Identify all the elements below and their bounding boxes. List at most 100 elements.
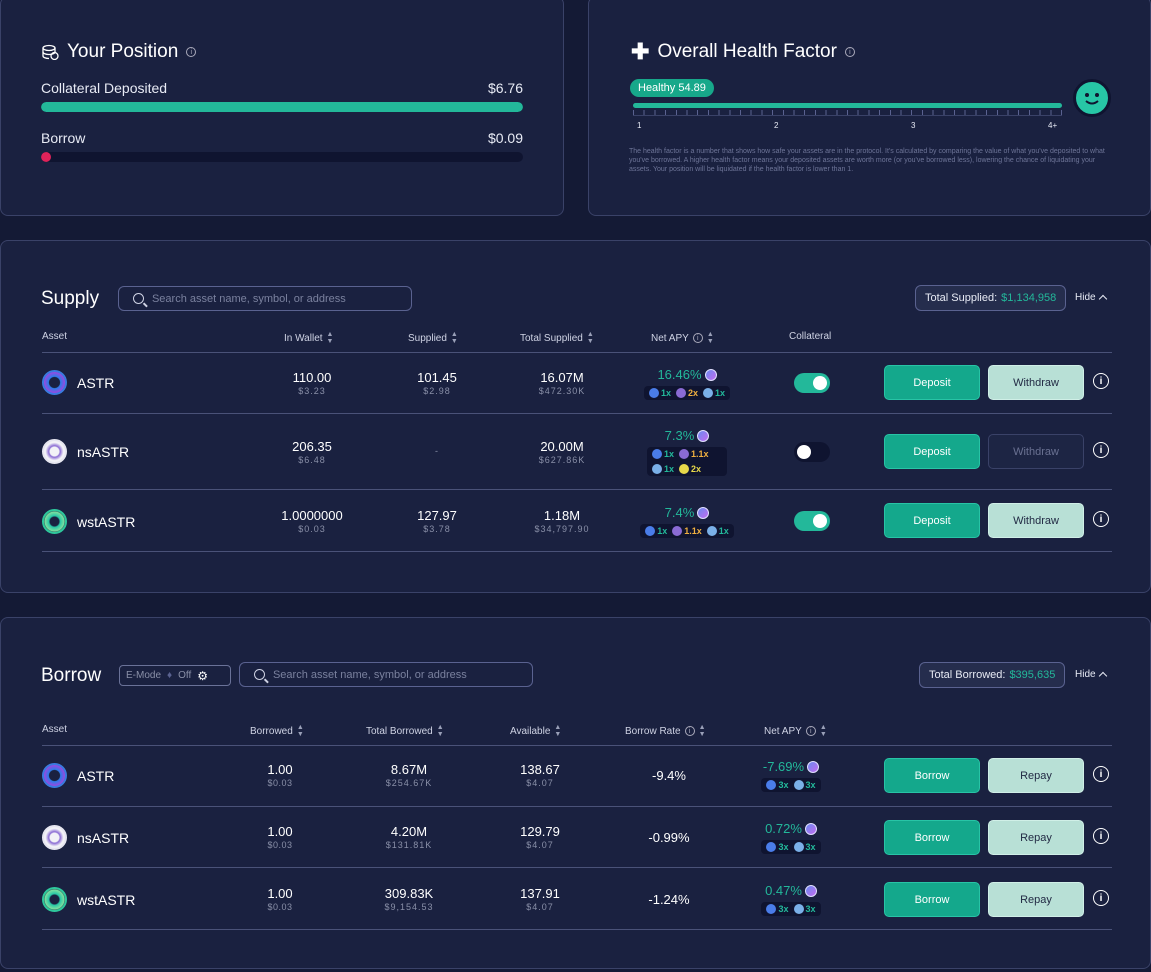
info-icon: i bbox=[692, 333, 703, 343]
withdraw-button[interactable]: Withdraw bbox=[988, 503, 1084, 538]
reward-icon bbox=[697, 506, 710, 519]
tick-1: 1 bbox=[637, 121, 642, 130]
borrow-button[interactable]: Borrow bbox=[884, 758, 980, 793]
borrow-button[interactable]: Borrow bbox=[884, 820, 980, 855]
sort-icon: ▲ ▼ bbox=[706, 331, 714, 345]
asset-name: wstASTR bbox=[77, 513, 136, 530]
wallet-cell: 206.35 $6.48 bbox=[292, 439, 332, 465]
health-status: Healthy bbox=[638, 82, 676, 94]
supplied-cell: 127.97 $3.78 bbox=[417, 508, 457, 534]
coins-icon bbox=[41, 44, 59, 61]
total-supplied-cell: 16.07M $472.30K bbox=[538, 370, 586, 396]
col-supplied[interactable]: Supplied ▲ ▼ bbox=[408, 331, 458, 345]
gear-icon[interactable]: ⚙ bbox=[197, 668, 209, 683]
borrow-rate-cell: -9.4% bbox=[652, 768, 686, 783]
info-icon[interactable]: i bbox=[1093, 828, 1109, 844]
supply-search[interactable] bbox=[118, 286, 412, 311]
repay-button[interactable]: Repay bbox=[988, 758, 1084, 793]
net-apy-cell: 0.47% 3x 3x bbox=[741, 882, 841, 919]
emode-toggle[interactable]: E-Mode ♦ Off ⚙ bbox=[119, 665, 231, 686]
supply-search-input[interactable] bbox=[151, 292, 411, 305]
astr-mini-icon bbox=[648, 388, 659, 398]
repay-button[interactable]: Repay bbox=[988, 820, 1084, 855]
deposit-button[interactable]: Deposit bbox=[884, 434, 980, 469]
sort-icon: ▲ ▼ bbox=[436, 724, 444, 738]
supply-row-nsastr: nsASTR bbox=[42, 439, 129, 464]
asset-name: ASTR bbox=[77, 374, 115, 391]
deposit-button[interactable]: Deposit bbox=[884, 365, 980, 400]
supply-row-wstastr: wstASTR bbox=[42, 509, 135, 534]
col-borrowed[interactable]: Borrowed ▲ ▼ bbox=[250, 724, 304, 738]
astr-mini-icon bbox=[645, 526, 656, 536]
info-icon[interactable]: i bbox=[1093, 442, 1109, 458]
supply-hide-button[interactable]: Hide bbox=[1075, 292, 1107, 304]
borrow-label: Borrow bbox=[41, 130, 86, 146]
divider bbox=[42, 867, 1112, 868]
divider bbox=[42, 745, 1112, 746]
available-cell: 129.79 $4.07 bbox=[520, 824, 560, 850]
astr-mini-icon bbox=[652, 449, 662, 459]
col-available[interactable]: Available ▲ ▼ bbox=[510, 724, 562, 738]
withdraw-button[interactable]: Withdraw bbox=[988, 365, 1084, 400]
repay-button[interactable]: Repay bbox=[988, 882, 1084, 917]
health-bar bbox=[633, 103, 1062, 108]
total-supplied-label: Total Supplied: bbox=[925, 292, 998, 304]
sort-icon: ▲ ▼ bbox=[554, 724, 562, 738]
divider bbox=[42, 352, 1112, 353]
supplied-cell: 101.45 $2.98 bbox=[417, 370, 457, 396]
col-borrow-rate[interactable]: Borrow Rate i ▲ ▼ bbox=[625, 724, 706, 738]
astr-logo-icon bbox=[42, 370, 67, 395]
chevron-up-icon bbox=[1098, 671, 1107, 681]
supply-title: Supply bbox=[41, 288, 100, 309]
borrow-bar-fill bbox=[41, 152, 51, 162]
col-net-apy[interactable]: Net APY i ▲ ▼ bbox=[651, 331, 714, 345]
collateral-value: $6.76 bbox=[487, 80, 523, 96]
borrow-title: Borrow bbox=[41, 665, 102, 686]
multipliers: 3x 3x bbox=[761, 778, 821, 792]
col-in-wallet[interactable]: In Wallet ▲ ▼ bbox=[284, 331, 334, 345]
borrow-search-input[interactable] bbox=[272, 668, 532, 681]
col-total-supplied[interactable]: Total Supplied ▲ ▼ bbox=[520, 331, 594, 345]
nsastr-mini-icon bbox=[672, 526, 683, 536]
borrowed-cell: 1.00 $0.03 bbox=[267, 824, 293, 850]
borrow-rate-cell: -1.24% bbox=[648, 892, 690, 907]
multipliers: 3x 3x bbox=[761, 902, 821, 916]
col-total-borrowed[interactable]: Total Borrowed ▲ ▼ bbox=[366, 724, 444, 738]
borrow-search[interactable] bbox=[239, 662, 533, 687]
collateral-toggle[interactable] bbox=[794, 373, 830, 393]
col-asset: Asset bbox=[42, 331, 68, 342]
position-card: Your Position i Collateral Deposited $6.… bbox=[0, 0, 564, 216]
health-title-row: ✚ Overall Health Factor i bbox=[631, 41, 855, 63]
total-supplied-pill: Total Supplied: $1,134,958 bbox=[915, 285, 1067, 311]
wallet-cell: 110.00 $3.23 bbox=[292, 370, 332, 396]
info-icon[interactable]: i bbox=[186, 47, 197, 57]
points-mini-icon bbox=[706, 526, 717, 536]
emode-state: Off bbox=[178, 670, 192, 681]
asset-name: nsASTR bbox=[77, 829, 130, 846]
info-icon[interactable]: i bbox=[1093, 511, 1109, 527]
col-net-apy[interactable]: Net APY i ▲ ▼ bbox=[764, 724, 827, 738]
sort-icon: ▲ ▼ bbox=[326, 331, 334, 345]
info-icon: i bbox=[805, 726, 816, 736]
borrow-hide-button[interactable]: Hide bbox=[1075, 669, 1107, 681]
info-icon[interactable]: i bbox=[1093, 766, 1109, 782]
sort-icon: ▲ ▼ bbox=[698, 724, 706, 738]
collateral-toggle[interactable] bbox=[794, 442, 830, 462]
hide-label: Hide bbox=[1075, 292, 1096, 303]
points-mini-icon bbox=[793, 904, 804, 914]
withdraw-button[interactable]: Withdraw bbox=[988, 434, 1084, 469]
sort-icon: ▲ ▼ bbox=[586, 331, 594, 345]
borrow-button[interactable]: Borrow bbox=[884, 882, 980, 917]
deposit-button[interactable]: Deposit bbox=[884, 503, 980, 538]
bonus-mini-icon bbox=[679, 464, 690, 474]
supply-row-astr: ASTR bbox=[42, 370, 114, 395]
sort-icon: ▲ ▼ bbox=[296, 724, 304, 738]
info-icon[interactable]: i bbox=[1093, 890, 1109, 906]
info-icon[interactable]: i bbox=[1093, 373, 1109, 389]
multipliers: 1x 2x 1x bbox=[643, 386, 731, 400]
info-icon: i bbox=[684, 726, 695, 736]
collateral-toggle[interactable] bbox=[794, 511, 830, 531]
col-collateral: Collateral bbox=[789, 331, 832, 342]
asset-name: nsASTR bbox=[77, 443, 130, 460]
info-icon[interactable]: i bbox=[844, 47, 855, 57]
